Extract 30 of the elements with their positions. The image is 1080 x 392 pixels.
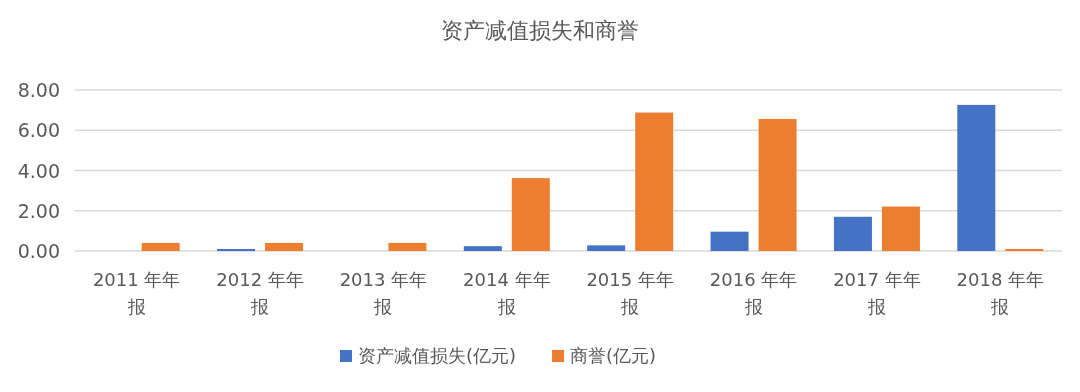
x-tick-label: 2012 年年报 <box>215 268 305 319</box>
x-tick-label: 2017 年年报 <box>832 268 922 319</box>
bar <box>758 118 797 251</box>
x-tick-label: 2014 年年报 <box>462 268 552 319</box>
bar <box>635 112 674 251</box>
x-tick-label: 2011 年年报 <box>91 268 182 319</box>
bar <box>710 231 749 251</box>
bar <box>265 242 304 251</box>
y-tick-label: 4.00 <box>17 159 60 182</box>
bar <box>217 248 256 251</box>
x-tick-label: 2013 年年报 <box>338 268 429 319</box>
y-tick-label: 0.00 <box>17 240 60 262</box>
y-tick-label: 2.00 <box>17 199 60 222</box>
bar <box>881 206 920 251</box>
bar <box>141 242 180 251</box>
chart-title: 资产减值损失和商誉 <box>441 18 639 43</box>
bar <box>833 216 872 251</box>
bar <box>511 178 550 251</box>
bar <box>587 245 626 251</box>
bar <box>388 242 427 251</box>
y-tick-label: 8.00 <box>17 79 60 101</box>
bar <box>957 104 996 251</box>
x-tick-label: 2018 年年报 <box>955 268 1046 319</box>
legend-label: 商誉(亿元) <box>570 345 657 366</box>
x-tick-label: 2016 年年报 <box>708 268 799 319</box>
bar <box>463 246 502 251</box>
x-tick-label: 2015 年年报 <box>585 268 675 319</box>
bar <box>1005 248 1044 251</box>
y-tick-label: 6.00 <box>17 119 60 142</box>
legend-label: 资产减值损失(亿元) <box>358 345 517 366</box>
